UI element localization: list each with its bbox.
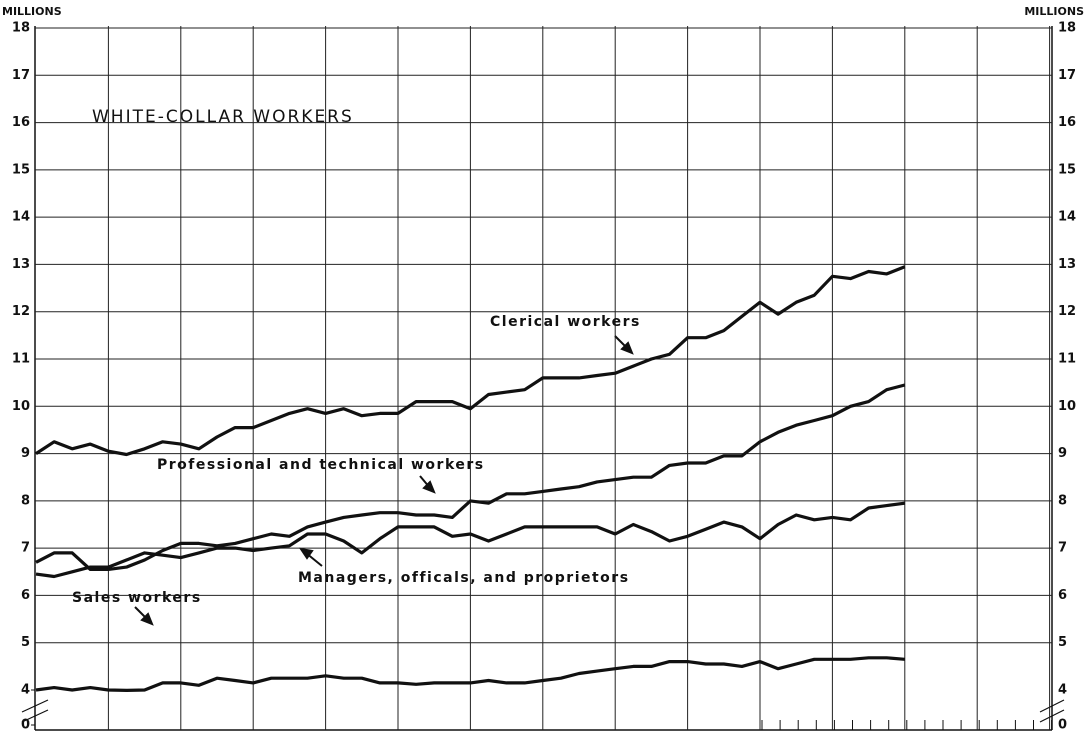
y2-tick-label: 9 (1058, 446, 1067, 461)
y2-tick-label: 5 (1058, 635, 1067, 650)
chart-title: WHITE-COLLAR WORKERS (92, 107, 354, 127)
y-tick-label: 0 (21, 718, 30, 733)
y-tick-label: 6 (21, 588, 30, 603)
y-tick-label: 4 (21, 683, 30, 698)
series-line (35, 383, 906, 571)
y2-tick-label: 13 (1058, 257, 1076, 272)
y2-tick-label: 7 (1058, 541, 1067, 556)
y-tick-label: 16 (12, 115, 30, 130)
y2-tick-label: 14 (1058, 210, 1076, 225)
y-tick-label: 11 (12, 352, 30, 367)
y2-tick-label: 10 (1058, 399, 1076, 414)
y2-tick-label: 17 (1058, 68, 1076, 83)
y2-tick-label: 16 (1058, 115, 1076, 130)
y-tick-label: 9 (21, 446, 30, 461)
y-tick-label: 7 (21, 541, 30, 556)
y-tick-label: 18 (12, 21, 30, 36)
y2-tick-label: 15 (1058, 162, 1076, 177)
y-tick-label: 13 (12, 257, 30, 272)
y-tick-label: 10 (12, 399, 30, 414)
y2-tick-label: 4 (1058, 683, 1067, 698)
y2-tick-label: 8 (1058, 493, 1067, 508)
arrows (134, 335, 634, 626)
frame (21, 26, 1065, 731)
series-label: Sales workers (72, 590, 202, 606)
y2-tick-label: 18 (1058, 21, 1076, 36)
series-label: Clerical workers (490, 314, 641, 330)
y-tick-label: 5 (21, 635, 30, 650)
series-line (35, 265, 906, 457)
series-label: Managers, officals, and proprietors (298, 570, 630, 586)
series-label: Professional and technical workers (157, 457, 485, 473)
y2-tick-label: 11 (1058, 352, 1076, 367)
y-tick-label: 12 (12, 304, 30, 319)
y-tick-label: 15 (12, 162, 30, 177)
series-line (35, 501, 906, 579)
y2-tick-label: 6 (1058, 588, 1067, 603)
y-tick-label: 14 (12, 210, 30, 225)
y2-tick-label: 0 (1058, 718, 1067, 733)
series-line (35, 656, 905, 692)
y2-tick-label: 12 (1058, 304, 1076, 319)
y2-axis-label: MILLIONS (1024, 5, 1084, 18)
y-tick-label: 8 (21, 493, 30, 508)
y-tick-label: 17 (12, 68, 30, 83)
y-axis-label: MILLIONS (2, 5, 62, 18)
